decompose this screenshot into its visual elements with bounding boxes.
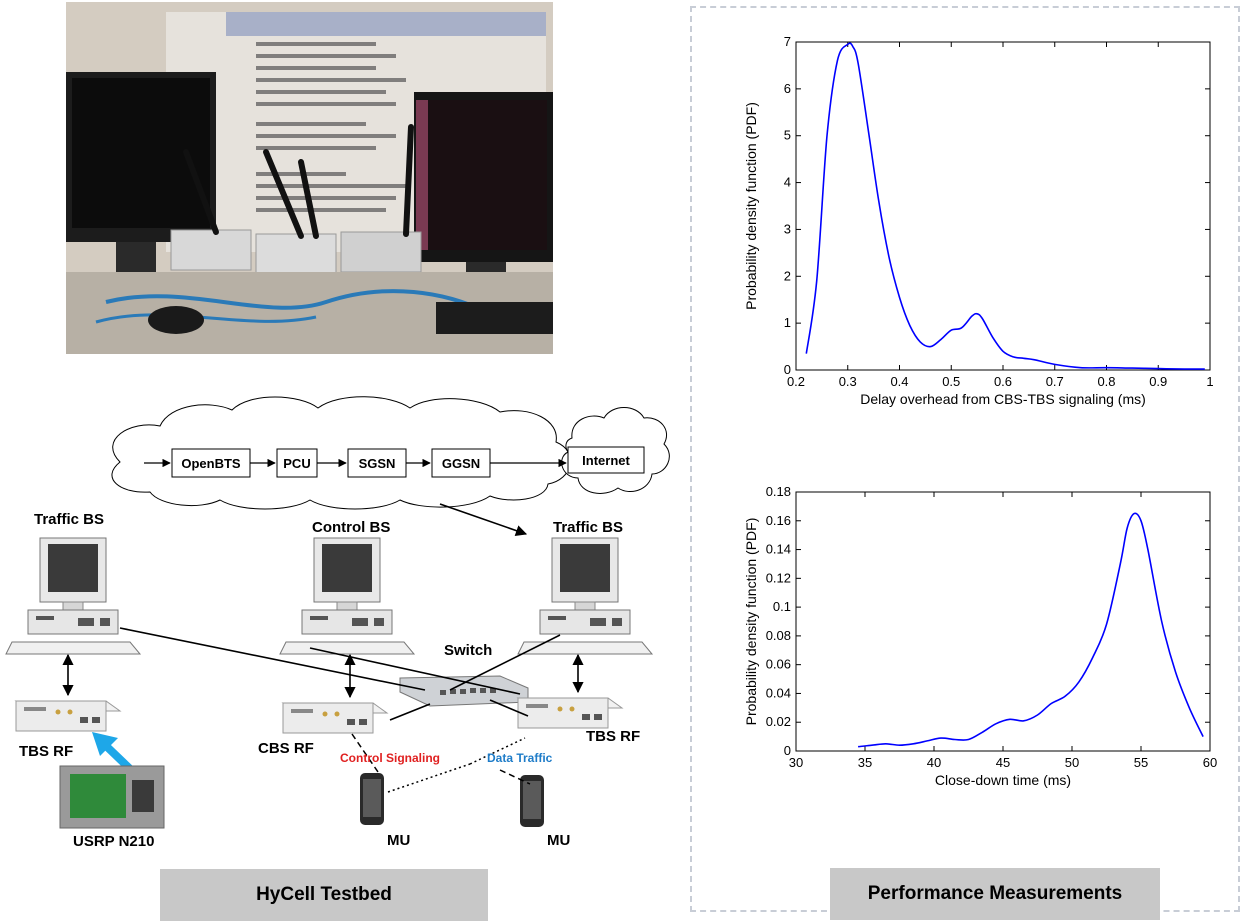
measurements-caption: Performance Measurements (830, 868, 1160, 920)
traffic-bs-left-label: Traffic BS (34, 511, 104, 528)
switch-label: Switch (444, 642, 492, 659)
ggsn-label: GGSN (442, 456, 480, 471)
y-tick-label: 7 (784, 34, 791, 49)
y-axis-label: Probability density function (PDF) (743, 518, 759, 726)
testbed-caption: HyCell Testbed (160, 869, 488, 921)
y-tick-label: 1 (784, 315, 791, 330)
usrp-label: USRP N210 (73, 833, 154, 850)
x-tick-label: 0.6 (994, 374, 1012, 389)
y-tick-label: 0.18 (766, 484, 791, 499)
mu-left-label: MU (387, 832, 410, 849)
x-tick-label: 40 (927, 755, 941, 770)
x-tick-label: 0.8 (1097, 374, 1115, 389)
openbts-label: OpenBTS (181, 456, 241, 471)
y-tick-label: 4 (784, 175, 791, 190)
traffic-bs-right-label: Traffic BS (553, 519, 623, 536)
y-tick-label: 2 (784, 268, 791, 283)
x-tick-label: 50 (1065, 755, 1079, 770)
x-tick-label: 0.7 (1046, 374, 1064, 389)
y-tick-label: 0.06 (766, 657, 791, 672)
y-tick-label: 0.04 (766, 685, 791, 700)
x-tick-label: 60 (1203, 755, 1217, 770)
pcu-label: PCU (283, 456, 310, 471)
y-tick-label: 0.02 (766, 714, 791, 729)
internet-label: Internet (582, 453, 630, 468)
tbs-rf-left-label: TBS RF (19, 743, 73, 760)
sgsn-label: SGSN (359, 456, 396, 471)
testbed-photo (66, 2, 553, 354)
y-tick-label: 5 (784, 128, 791, 143)
data-traffic-label: Data Traffic (487, 751, 552, 765)
mu-right-label: MU (547, 832, 570, 849)
y-tick-label: 6 (784, 81, 791, 96)
x-axis-label: Delay overhead from CBS-TBS signaling (m… (860, 391, 1146, 407)
x-tick-label: 55 (1134, 755, 1148, 770)
plot-frame (796, 492, 1210, 751)
x-tick-label: 0.4 (890, 374, 908, 389)
plot-frame (796, 42, 1210, 370)
tbs-rf-right-label: TBS RF (586, 728, 640, 745)
x-tick-label: 35 (858, 755, 872, 770)
control-bs-label: Control BS (312, 519, 390, 536)
testbed-diagram: OpenBTS PCU SGSN GGSN Internet (0, 380, 680, 850)
y-tick-label: 0.12 (766, 570, 791, 585)
y-tick-label: 0.08 (766, 628, 791, 643)
y-tick-label: 3 (784, 221, 791, 236)
y-tick-label: 0 (784, 743, 791, 758)
x-axis-label: Close-down time (ms) (935, 772, 1071, 788)
control-signaling-label: Control Signaling (340, 751, 440, 765)
x-tick-label: 0.5 (942, 374, 960, 389)
y-axis-label: Probability density function (PDF) (743, 102, 759, 310)
cbs-rf-label: CBS RF (258, 740, 314, 757)
y-tick-label: 0.16 (766, 513, 791, 528)
testbed-photo-illustration (66, 2, 553, 354)
x-tick-label: 1 (1206, 374, 1213, 389)
y-tick-label: 0.14 (766, 542, 791, 557)
y-tick-label: 0.1 (773, 599, 791, 614)
y-tick-label: 0 (784, 362, 791, 377)
x-tick-label: 0.3 (839, 374, 857, 389)
x-tick-label: 45 (996, 755, 1010, 770)
x-tick-label: 0.9 (1149, 374, 1167, 389)
